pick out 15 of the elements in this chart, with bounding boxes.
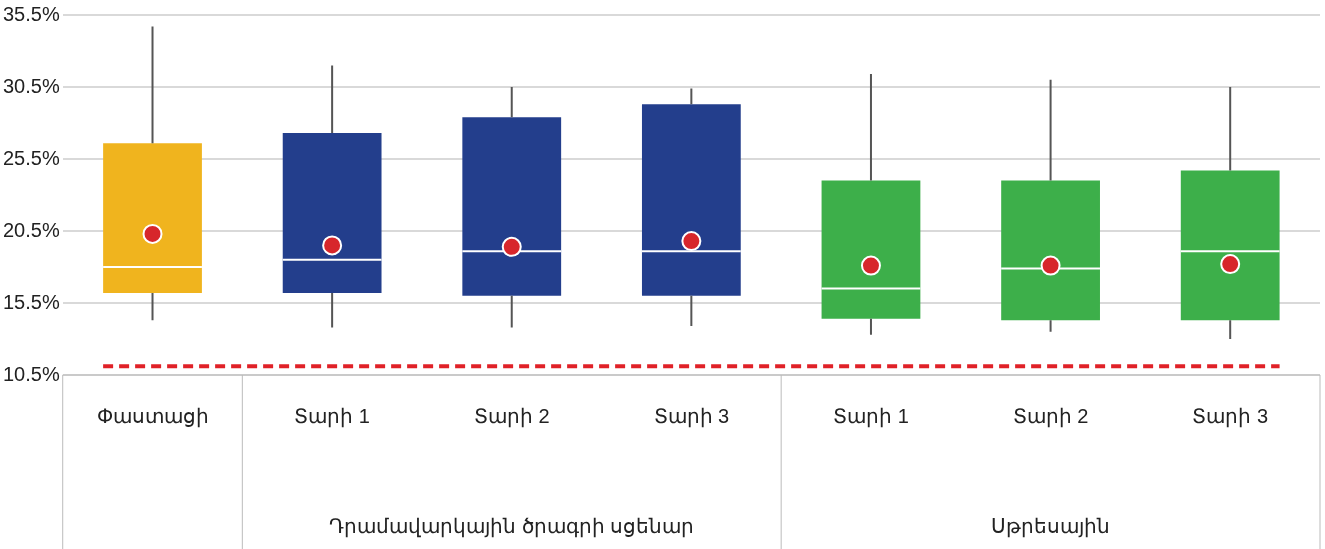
x-tick-label: Տարի 2 [473,404,550,428]
x-tick-label: Տարի 3 [653,404,730,428]
x-tick-label: Փաստացի [96,404,209,428]
y-tick-label: 25.5% [2,146,60,169]
x-tick-label: Տարի 2 [1012,404,1089,428]
x-tick-label: Տարի 3 [1192,404,1269,428]
y-tick-label: 10.5% [2,362,60,385]
text: Դրամավարկային ծրագրի սցենար [329,514,695,538]
y-tick-label: 20.5% [2,218,60,241]
y-tick-label: 35.5% [2,2,60,25]
y-tick-label: 30.5% [2,74,60,97]
x-tick-label: Տարի 1 [294,404,370,428]
y-tick-label: 15.5% [2,290,60,313]
x-tick-label: Տարի 1 [833,404,909,428]
text: Սթրեսային [991,514,1111,538]
